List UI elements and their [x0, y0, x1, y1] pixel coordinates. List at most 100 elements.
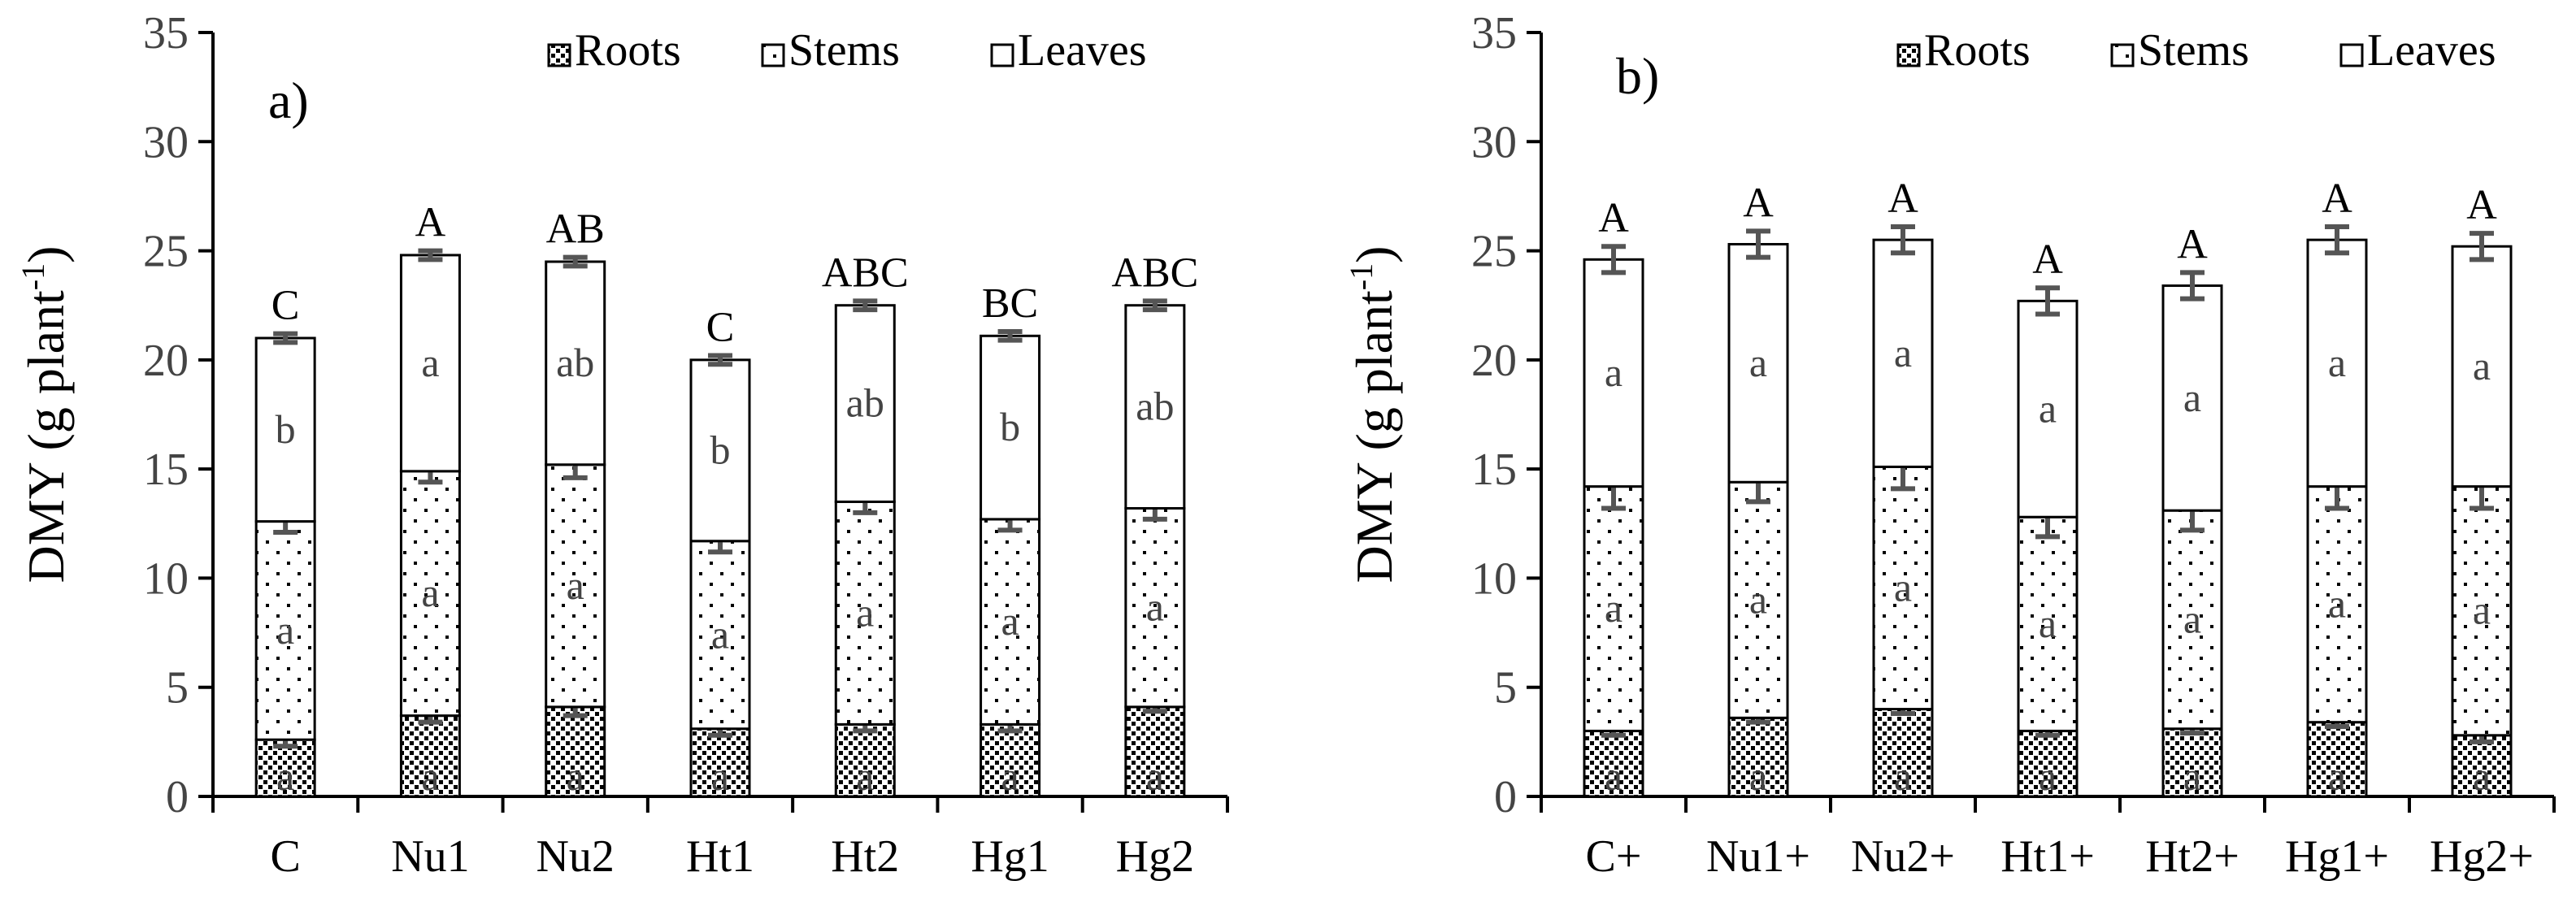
bar-roots: [1583, 729, 1644, 798]
bar-letter-roots: a: [2039, 753, 2057, 799]
y-axis-label: DMY (g plant-1): [1343, 246, 1403, 583]
y-tick-label: 20: [143, 336, 189, 386]
y-tick-label: 35: [1471, 8, 1517, 59]
bar-letter-leaves: a: [421, 340, 439, 385]
bar-stems: [1727, 480, 1789, 719]
bar-leaves: [2161, 284, 2223, 512]
total-letter: A: [2177, 221, 2208, 267]
y-tick-label: 5: [166, 663, 189, 714]
bar-letter-stems: a: [1605, 585, 1622, 631]
bar-letter-leaves: b: [1000, 404, 1020, 449]
y-tick-label: 25: [1471, 227, 1517, 277]
bar-stems: [834, 500, 896, 726]
legend-label-roots: Roots: [575, 25, 681, 76]
x-tick-label: Hg2: [1116, 831, 1194, 882]
bar-stems: [254, 520, 316, 741]
bar-stems: [399, 470, 461, 718]
bar-roots: [2306, 721, 2368, 798]
bar-letter-roots: a: [1605, 753, 1622, 799]
bar-letter-stems: a: [856, 589, 874, 635]
bar-letter-leaves: a: [2183, 375, 2201, 420]
x-tick-label: Hg2+: [2430, 831, 2534, 882]
bar-roots: [834, 722, 896, 798]
legend-swatch-stems: [2110, 43, 2135, 67]
bar-letter-leaves: ab: [846, 380, 884, 426]
bar-stems: [2451, 485, 2513, 737]
bar-letter-leaves: a: [2473, 343, 2491, 388]
total-letter: C: [272, 283, 300, 329]
bar-leaves: [1727, 243, 1789, 484]
bar-letter-stems: a: [1894, 565, 1912, 610]
y-axis-label: DMY (g plant-1): [15, 246, 75, 583]
bar-letter-roots: a: [711, 753, 729, 799]
bar-leaves: [689, 358, 751, 543]
bar-letter-leaves: a: [2039, 385, 2057, 431]
bar-roots: [2161, 727, 2223, 798]
x-tick-label: Nu2: [536, 831, 614, 882]
bar-roots: [399, 714, 461, 798]
bar-letter-roots: a: [2473, 753, 2491, 799]
x-tick-label: C+: [1586, 831, 1642, 882]
legend-label-stems: Stems: [2138, 25, 2249, 76]
bar-letter-roots: a: [856, 753, 874, 799]
x-tick-label: Ht2: [831, 831, 899, 882]
bar-letter-leaves: b: [276, 406, 296, 452]
bar-leaves: [399, 254, 461, 473]
bar-letter-stems: a: [1146, 584, 1164, 630]
y-tick-label: 20: [1471, 336, 1517, 386]
bar-leaves: [1583, 258, 1644, 488]
bar-letter-leaves: b: [710, 427, 731, 472]
bar-leaves: [1872, 238, 1934, 468]
bar-stems: [1583, 485, 1644, 732]
y-tick-label: 0: [1494, 772, 1517, 822]
bar-letter-roots: a: [421, 753, 439, 799]
bar-leaves: [980, 334, 1041, 521]
total-letter: A: [2466, 182, 2497, 228]
total-letter: A: [2322, 176, 2352, 222]
total-letter: A: [415, 200, 446, 246]
x-tick-label: Nu1: [391, 831, 469, 882]
legend-label-stems: Stems: [788, 25, 900, 76]
bar-letter-roots: a: [1001, 753, 1019, 799]
bar-leaves: [2306, 238, 2368, 488]
total-letter: A: [1887, 176, 1918, 222]
bar-roots: [1872, 708, 1934, 798]
x-tick-label: Hg1+: [2285, 831, 2389, 882]
panel-b: 0 5 10 15 20 25 30 35 DMY (g plant-1) b) Roots Stem…: [1343, 8, 2556, 882]
bar-stems: [1124, 506, 1186, 709]
bar-roots: [689, 727, 751, 798]
bar-letter-stems: a: [1001, 598, 1019, 644]
total-letter: A: [2032, 236, 2063, 283]
bar-letter-leaves: a: [1894, 330, 1912, 375]
bar-stems: [1872, 465, 1934, 711]
bar-letter-roots: a: [1146, 753, 1164, 799]
bar-leaves: [834, 304, 896, 503]
bar-letter-stems: a: [567, 562, 584, 608]
y-tick-label: 5: [1494, 663, 1517, 714]
x-tick-label: Ht2+: [2145, 831, 2239, 882]
legend-swatch-roots: [547, 43, 571, 67]
bar-letter-stems: a: [2473, 588, 2491, 633]
bar-stems: [2161, 509, 2223, 731]
bar-letter-roots: a: [567, 753, 584, 799]
panel-label: a): [268, 72, 309, 129]
legend-swatch-roots: [1896, 43, 1921, 67]
y-tick-label: 30: [143, 117, 189, 167]
total-letter: BC: [982, 280, 1038, 327]
bar-stems: [689, 540, 751, 731]
bar-letter-stems: a: [276, 607, 294, 653]
total-letter: ABC: [822, 249, 909, 296]
y-tick-label: 15: [1471, 445, 1517, 495]
x-tick-label: Ht1+: [2000, 831, 2095, 882]
panel-a: 0 5 10 15 20 25 30 35 DMY (g plant-1) a) Roots Stem…: [15, 8, 1229, 882]
x-tick-label: Nu2+: [1851, 831, 1955, 882]
bar-letter-stems: a: [2039, 601, 2057, 646]
legend-swatch-leaves: [2339, 43, 2364, 67]
x-tick-label: Nu1+: [1706, 831, 1810, 882]
total-letter: A: [1743, 180, 1774, 226]
bar-letter-roots: a: [276, 753, 294, 799]
bar-letter-stems: a: [2328, 581, 2346, 627]
legend-label-leaves: Leaves: [2367, 25, 2496, 76]
bar-leaves: [2451, 245, 2513, 488]
